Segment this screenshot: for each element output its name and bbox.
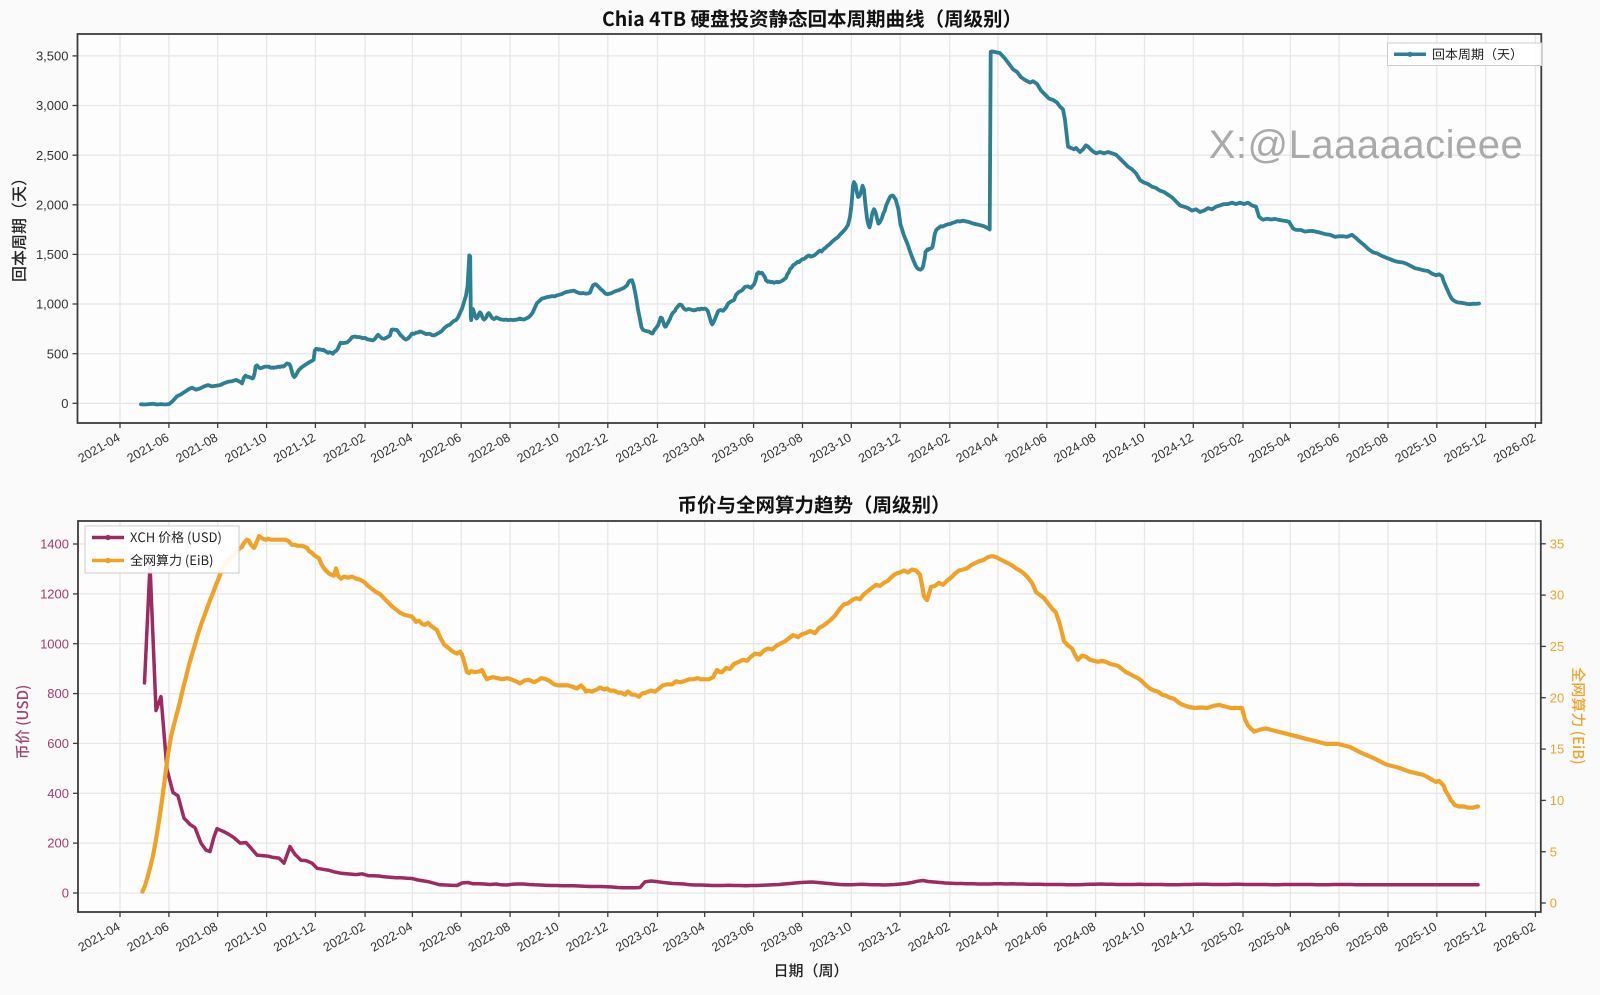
- svg-text:800: 800: [47, 686, 69, 701]
- svg-text:X:@Laaaaacieee: X:@Laaaaacieee: [1209, 123, 1524, 167]
- svg-text:1,500: 1,500: [36, 247, 69, 262]
- svg-text:0: 0: [61, 396, 68, 411]
- svg-text:5: 5: [1550, 844, 1557, 859]
- svg-text:1000: 1000: [40, 636, 69, 651]
- svg-text:3,500: 3,500: [36, 49, 69, 64]
- svg-text:1200: 1200: [40, 587, 69, 602]
- svg-text:10: 10: [1550, 793, 1564, 808]
- svg-text:500: 500: [47, 346, 69, 361]
- svg-text:1400: 1400: [40, 537, 69, 552]
- svg-text:25: 25: [1550, 639, 1564, 654]
- svg-text:400: 400: [47, 786, 69, 801]
- svg-text:2,000: 2,000: [36, 197, 69, 212]
- svg-text:2,500: 2,500: [36, 148, 69, 163]
- svg-text:30: 30: [1550, 588, 1564, 603]
- svg-text:0: 0: [1550, 896, 1557, 911]
- svg-text:3,000: 3,000: [36, 98, 69, 113]
- svg-text:600: 600: [47, 736, 69, 751]
- svg-text:200: 200: [47, 836, 69, 851]
- svg-text:1,000: 1,000: [36, 297, 69, 312]
- svg-text:0: 0: [62, 886, 69, 901]
- svg-text:20: 20: [1550, 690, 1564, 705]
- svg-text:35: 35: [1550, 536, 1564, 551]
- svg-text:15: 15: [1550, 742, 1564, 757]
